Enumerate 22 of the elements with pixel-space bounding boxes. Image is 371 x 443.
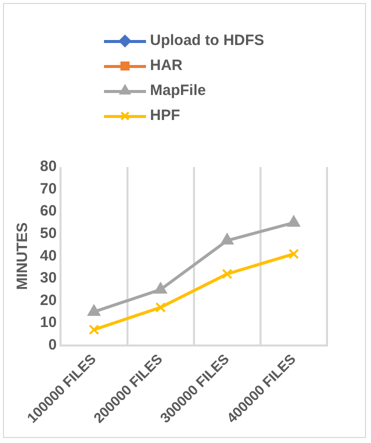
y-tick-label: 0 — [48, 336, 57, 354]
legend-label: Upload to HDFS — [150, 32, 264, 49]
point — [88, 304, 100, 316]
point — [154, 282, 167, 294]
point — [155, 302, 166, 313]
legend-label: HPF — [150, 107, 180, 124]
point — [88, 324, 100, 335]
legend-label: HAR — [150, 57, 182, 74]
y-tick-label: 50 — [40, 225, 57, 242]
y-axis-title: MINUTES — [14, 222, 32, 290]
point — [288, 248, 299, 260]
point — [220, 234, 234, 245]
y-tick-label: 10 — [40, 314, 57, 332]
y-tick-label: 40 — [40, 247, 57, 264]
y-tick-label: 20 — [40, 292, 57, 309]
y-tick-label: 70 — [40, 180, 57, 198]
y-tick-label: 60 — [40, 202, 57, 220]
legend-label: MapFile — [150, 82, 206, 99]
point — [222, 268, 232, 280]
point — [288, 216, 300, 227]
y-tick-label: 30 — [40, 270, 57, 287]
y-tick-label: 80 — [40, 158, 57, 176]
